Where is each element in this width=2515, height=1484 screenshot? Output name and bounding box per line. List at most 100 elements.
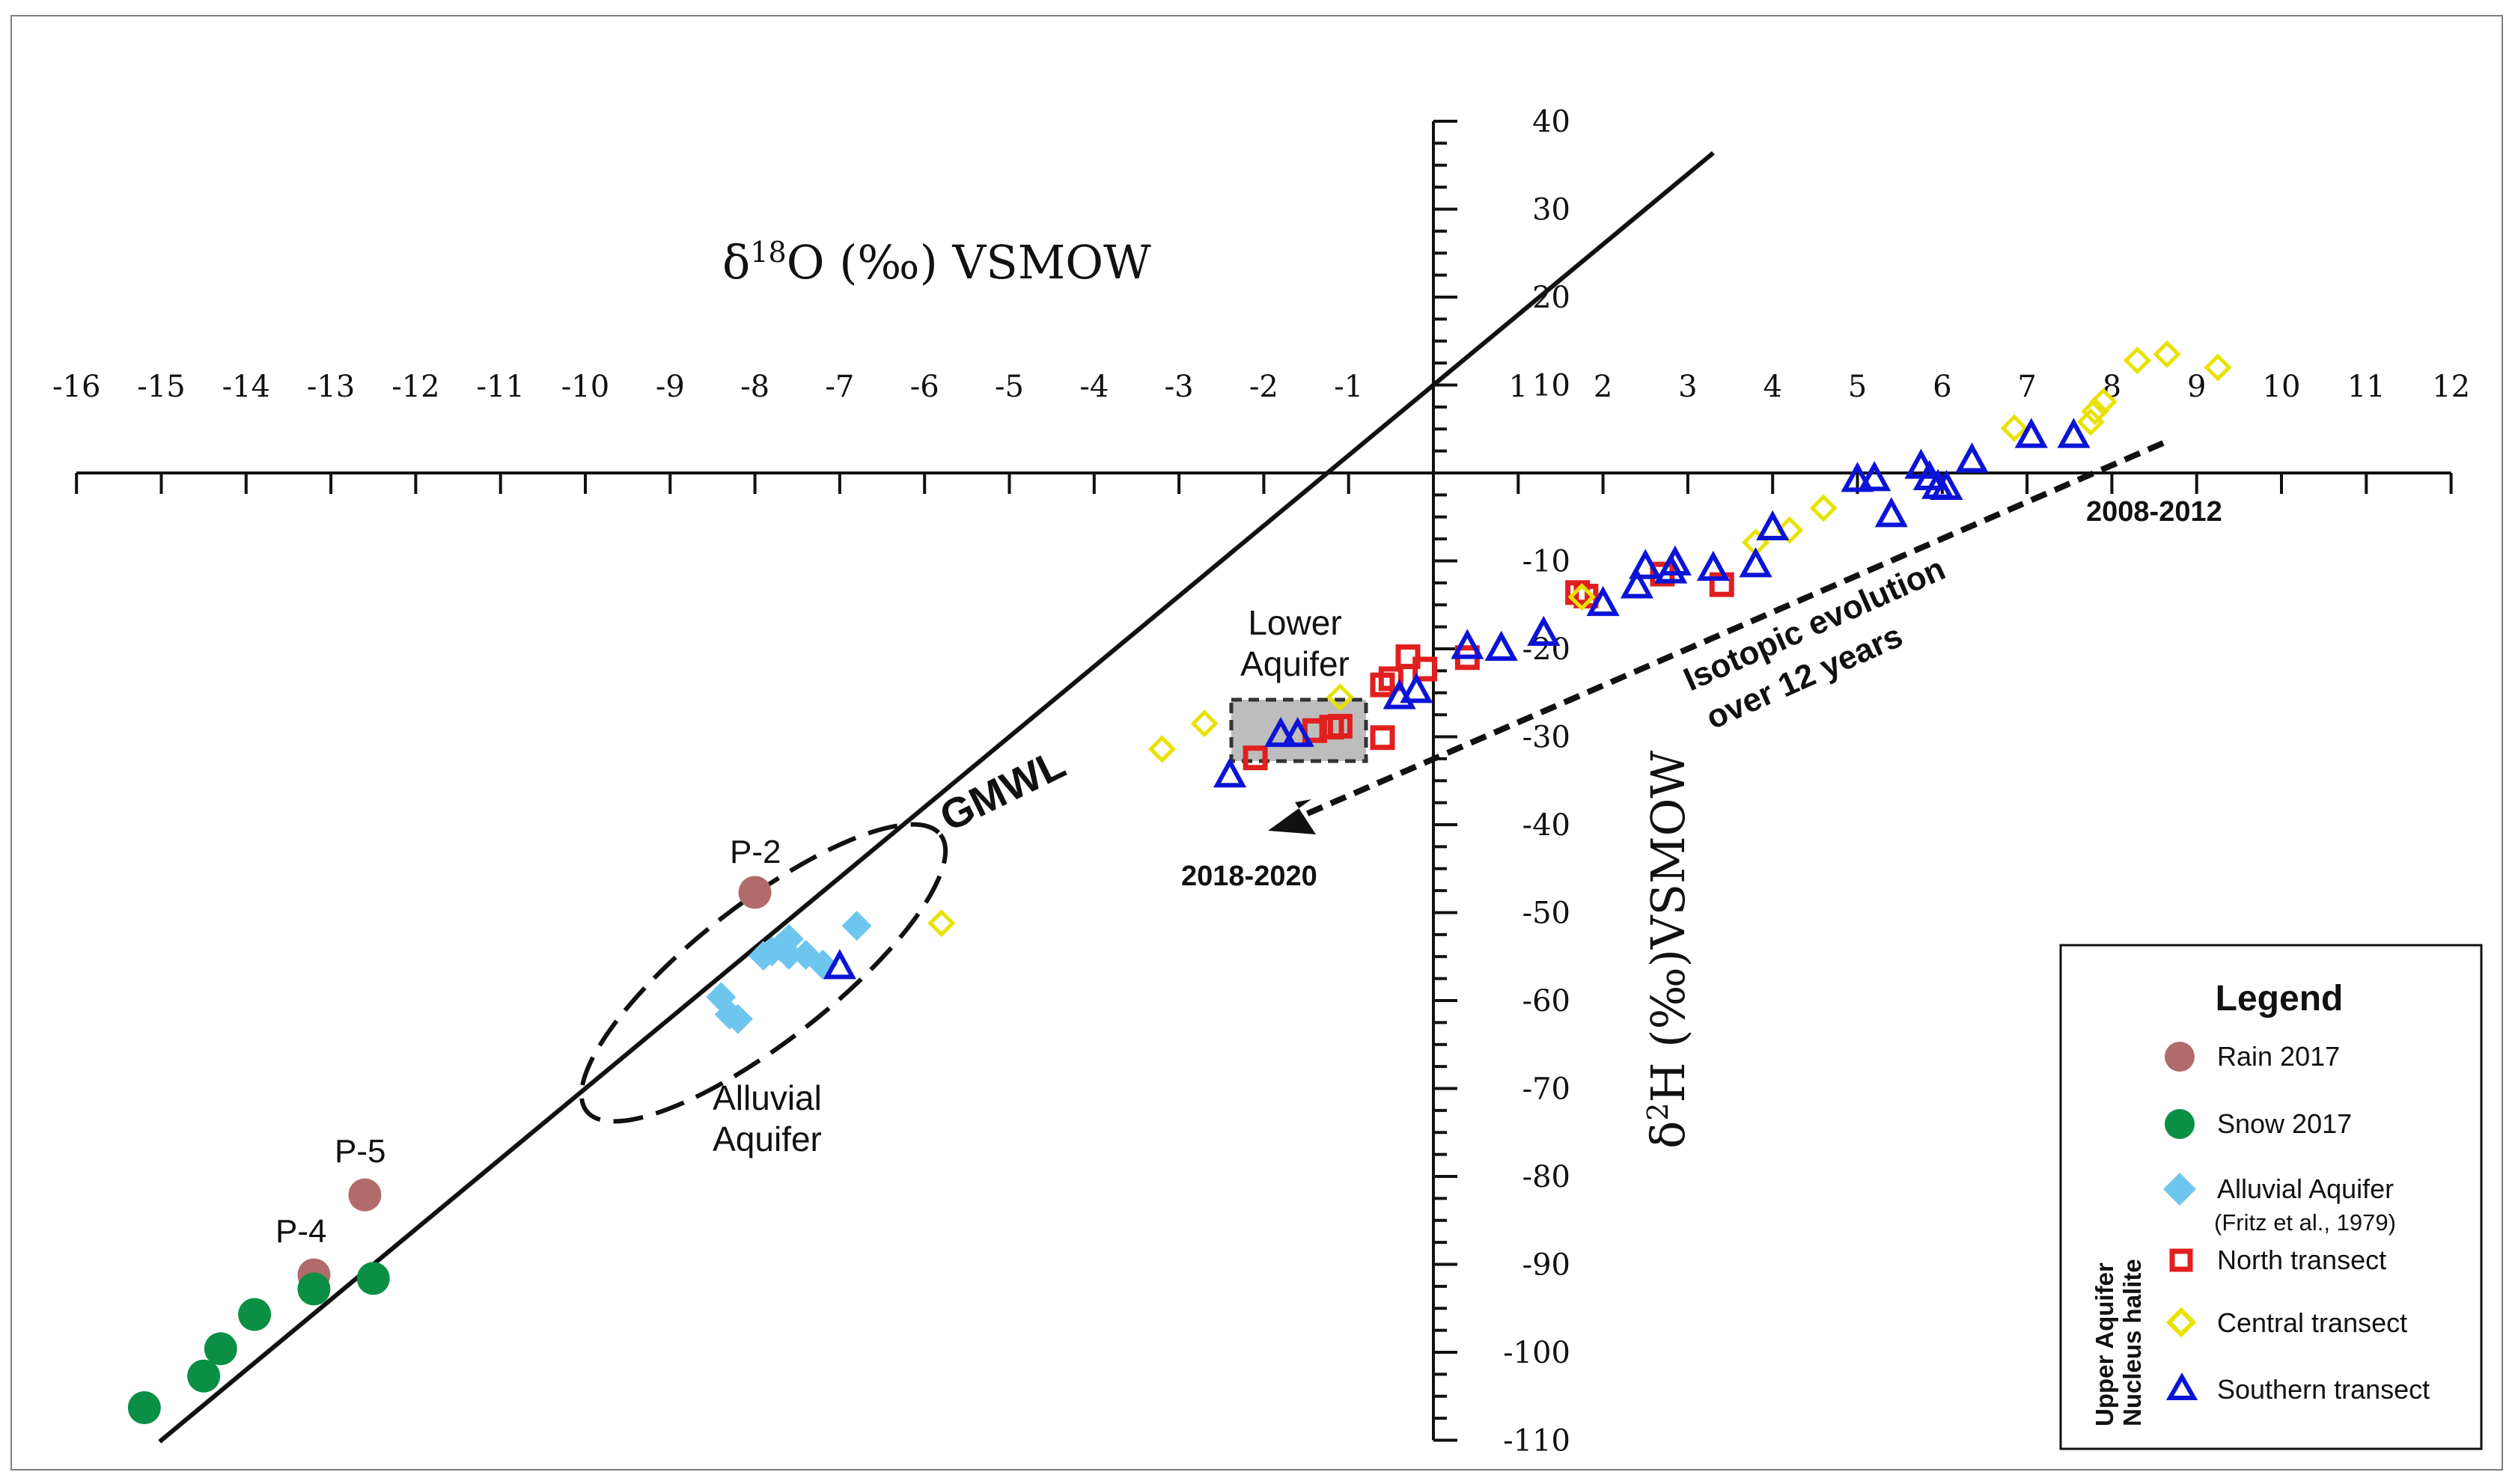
- x-tick-label: 11: [2347, 370, 2386, 404]
- data-point: [238, 1298, 272, 1331]
- alluvial-aquifer-label-line1: Alluvial: [713, 1078, 822, 1117]
- legend-label-snow: Snow 2017: [2217, 1108, 2352, 1139]
- data-point: [1567, 583, 1596, 611]
- data-point: [2123, 346, 2151, 375]
- data-point: [2014, 418, 2048, 448]
- x-tick-label: -6: [910, 370, 939, 404]
- x-tick-label: -12: [391, 370, 439, 404]
- x-tick-label: -15: [137, 370, 185, 404]
- y-tick-label: -100: [1503, 1336, 1570, 1370]
- legend-box: [2059, 944, 2483, 1450]
- legend-label-central: Central transect: [2217, 1307, 2407, 1338]
- legend-marker-central: [2165, 1307, 2197, 1338]
- data-point: [1400, 673, 1433, 703]
- figure-frame: [10, 15, 2503, 1471]
- x-tick-label: -1: [1334, 370, 1363, 404]
- data-point: [204, 1332, 237, 1366]
- data-point: [2089, 388, 2118, 416]
- data-point: [773, 939, 804, 970]
- legend-label-alluvial-note: (Fritz et al., 1979): [2214, 1209, 2396, 1236]
- data-point: [1874, 497, 1908, 528]
- data-point: [773, 923, 804, 954]
- y-tick-label: -50: [1522, 897, 1570, 931]
- data-point: [2204, 353, 2232, 382]
- x-axis-title-delta: δ: [722, 235, 750, 290]
- x-tick-label: 7: [2017, 370, 2036, 404]
- data-point: [1930, 469, 1963, 500]
- y-tick-label: -80: [1522, 1160, 1570, 1194]
- legend-label-rain: Rain 2017: [2217, 1041, 2340, 1072]
- series-southern-transect: [823, 418, 2091, 980]
- lower-aquifer-label-line2: Aquifer: [1240, 644, 1350, 683]
- period-start-label: 2008-2012: [2086, 496, 2222, 528]
- data-point: [1213, 757, 1247, 788]
- x-tick-label: -10: [561, 370, 609, 404]
- axes-group: -16 -15 -14 -13 -12 -11 -10 -9 -8 -7 -6 -5 -4 -3 -2 -1 1…: [52, 105, 2470, 1459]
- gmwl-line: [158, 150, 1715, 1444]
- data-point: [1696, 550, 1730, 581]
- x-tick-label: 9: [2187, 370, 2206, 404]
- y-axis-title: δ2H (‰)VSMOW: [1641, 751, 1695, 1149]
- data-point: [1620, 568, 1653, 599]
- lower-aquifer-box: [1229, 697, 1368, 763]
- data-point: [1858, 460, 1891, 492]
- x-tick-label: 4: [1763, 370, 1781, 404]
- data-point: [1451, 629, 1484, 659]
- y-tick-label: 40: [1532, 105, 1570, 139]
- data-point: [1326, 683, 1354, 712]
- legend-marker-snow: [2165, 1109, 2195, 1139]
- data-points: [127, 340, 2232, 1425]
- x-axis-ticks: -16 -15 -14 -13 -12 -11 -10 -9 -8 -7 -6 -5 -4 -3 -2 -1 1…: [52, 370, 2470, 494]
- legend-marker-southern: [2165, 1372, 2198, 1400]
- data-point: [1147, 735, 1176, 763]
- data-point: [1756, 510, 1790, 541]
- data-point: [1412, 656, 1438, 682]
- data-point: [1370, 725, 1395, 751]
- x-tick-label: 6: [1933, 370, 1951, 404]
- p4-label: P-4: [275, 1213, 326, 1250]
- data-point: [1658, 545, 1692, 576]
- legend-title: Legend: [2216, 979, 2344, 1019]
- y-axis-ticks: 40302010-10-20-30-40-50-60-70-80-90-100-…: [1433, 105, 1570, 1459]
- data-point: [1809, 494, 1838, 522]
- data-point: [1484, 630, 1518, 661]
- period-end-label: 2018-2020: [1181, 861, 1317, 892]
- x-tick-label: -9: [656, 370, 685, 404]
- x-tick-label: -5: [995, 370, 1024, 404]
- p2-label: P-2: [730, 834, 781, 870]
- y-tick-label: -90: [1522, 1248, 1570, 1283]
- x-tick-label: 12: [2432, 370, 2470, 404]
- data-point: [823, 949, 856, 980]
- alluvial-aquifer-outline: [579, 822, 948, 1124]
- y-axis-title-rest: H (‰)VSMOW: [1641, 751, 1695, 1103]
- legend-label-alluvial: Alluvial Aquifer: [2217, 1173, 2394, 1204]
- x-tick-label: -8: [740, 370, 769, 404]
- x-tick-label: -7: [825, 370, 854, 404]
- legend-label-southern: Southern transect: [2217, 1374, 2430, 1405]
- x-tick-label: 3: [1678, 370, 1697, 404]
- x-tick-label: 2: [1594, 370, 1612, 404]
- x-axis-title-superscript: 18: [750, 236, 786, 269]
- series-alluvial-aquifer: [706, 911, 872, 1034]
- data-point: [1243, 745, 1268, 771]
- data-point: [187, 1359, 221, 1393]
- data-point: [2153, 340, 2181, 368]
- data-point: [1263, 716, 1298, 748]
- x-tick-label: 5: [1848, 370, 1867, 404]
- data-point: [1527, 615, 1561, 647]
- legend-marker-rain: [2165, 1042, 2195, 1072]
- data-point: [1190, 709, 1219, 738]
- data-point: [1841, 462, 1874, 492]
- y-axis-title-superscript: 2: [1641, 1102, 1674, 1120]
- data-point: [2076, 408, 2105, 436]
- y-tick-label: -20: [1522, 632, 1570, 667]
- data-point: [127, 1391, 161, 1425]
- data-point: [1327, 713, 1353, 739]
- x-tick-label: -4: [1079, 370, 1109, 404]
- y-tick-label: -10: [1522, 545, 1570, 579]
- legend-marker-alluvial: [2163, 1173, 2196, 1206]
- y-axis-title-delta: δ: [1641, 1121, 1695, 1149]
- x-tick-label: 1: [1509, 370, 1528, 404]
- p5-label: P-5: [335, 1133, 385, 1170]
